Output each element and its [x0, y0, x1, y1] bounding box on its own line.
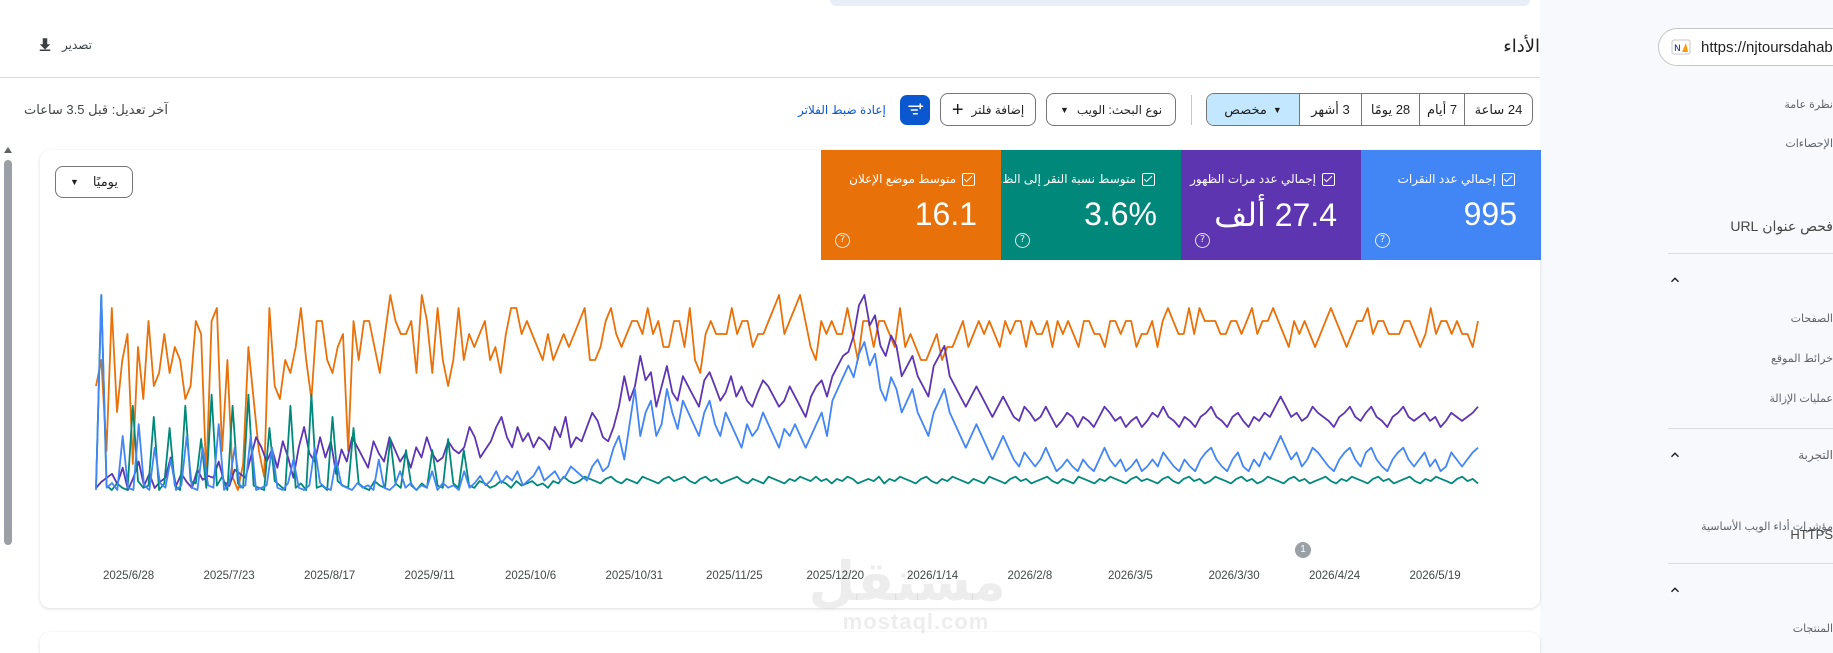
granularity-dropdown[interactable]: يوميًا ▼ [55, 166, 133, 198]
filter-settings-button[interactable] [900, 95, 930, 125]
metric-impressions-value: 27.4 ألف [1214, 197, 1337, 233]
search-bar-edge [830, 0, 1530, 6]
export-label: تصدير [62, 38, 93, 52]
date-range-custom[interactable]: ▼ مخصص [1207, 94, 1299, 125]
property-url: https://njtoursdahab.com [1701, 38, 1833, 56]
date-range-segmented-control: ▼ مخصص 3 أشهر 28 يومًا 7 أيام 24 ساعة [1206, 93, 1533, 126]
sidebar-item-core-web-vitals[interactable]: مؤشرات أداء الويب الأساسية [1701, 521, 1833, 533]
export-button[interactable]: تصدير [36, 32, 92, 58]
svg-text:N: N [1674, 44, 1681, 54]
sidebar-item-insights[interactable]: الإحصاءات [1785, 138, 1833, 150]
sidebar-divider [1668, 428, 1833, 429]
plus-icon: + [951, 98, 964, 121]
chart-series-line-1 [95, 294, 1479, 491]
chevron-up-icon[interactable] [1668, 273, 1682, 287]
checkbox-checked-icon[interactable] [1322, 172, 1335, 186]
x-axis-tick-label: 2025/10/6 [505, 570, 556, 582]
chevron-down-icon: ▼ [70, 177, 79, 187]
annotation-marker[interactable]: 1 [1295, 542, 1311, 558]
add-filter-label: إضافة فلتر [971, 102, 1025, 117]
metric-ctr-label-row: متوسط نسبة النقر إلى الظ... [992, 172, 1155, 186]
metric-card-impressions[interactable]: إجمالي عدد مرات الظهور 27.4 ألف ? [1181, 150, 1361, 260]
x-axis-tick-label: 2025/12/20 [807, 570, 865, 582]
date-range-28-days[interactable]: 28 يومًا [1361, 94, 1419, 125]
chart-series-line-0 [95, 294, 1479, 491]
performance-line-chart: 2025/6/28 2025/7/23 2025/8/17 2025/9/11 2025… [95, 294, 1479, 582]
scrollbar-thumb[interactable] [4, 160, 12, 545]
sidebar-item-url-inspection[interactable]: فحص عنوان URL [1730, 218, 1833, 234]
x-axis-tick-label: 2026/2/8 [1008, 570, 1053, 582]
x-axis-tick-label: 2025/9/11 [405, 570, 455, 582]
sidebar-item-sitemaps[interactable]: خرائط الموقع [1770, 353, 1833, 365]
checkbox-checked-icon[interactable] [962, 172, 975, 186]
metric-clicks-label-row: إجمالي عدد النقرات [1398, 172, 1515, 186]
chart-series-layer [95, 294, 1479, 491]
reset-filters-link[interactable]: إعادة ضبط الفلاتر [798, 103, 886, 117]
sidebar-divider [1668, 253, 1833, 254]
property-selector[interactable]: N https://njtoursdahab.com [1658, 28, 1833, 66]
chart-series-line-2 [95, 294, 1479, 491]
granularity-label: يوميًا [92, 174, 118, 189]
filter-divider [1191, 95, 1192, 125]
search-type-dropdown[interactable]: نوع البحث: الويب ▼ [1046, 93, 1176, 126]
help-icon[interactable]: ? [835, 233, 850, 248]
chart-series-line-3 [95, 294, 1479, 491]
x-axis-tick-label: 2026/1/14 [907, 570, 959, 582]
date-range-custom-label: مخصص [1224, 101, 1267, 117]
x-axis-tick-label: 2026/4/24 [1309, 570, 1361, 582]
last-updated-text: آخر تعديل: قبل 3.5 ساعات [24, 102, 168, 117]
metric-clicks-value: 995 [1463, 196, 1517, 232]
page-title: الأداء [1503, 36, 1540, 56]
sidebar-item-overview[interactable]: نظرة عامة [1784, 99, 1833, 111]
sidebar-divider [1668, 563, 1833, 564]
x-axis-tick-label: 2026/3/5 [1108, 570, 1153, 582]
x-axis-tick-label: 2025/11/25 [706, 570, 763, 582]
add-filter-button[interactable]: + إضافة فلتر [940, 93, 1036, 126]
metric-card-clicks[interactable]: إجمالي عدد النقرات 995 ? [1361, 150, 1541, 260]
sidebar-item-pages[interactable]: الصفحات [1790, 313, 1833, 325]
checkbox-checked-icon[interactable] [1142, 172, 1155, 186]
metric-impressions-label-row: إجمالي عدد مرات الظهور [1190, 172, 1335, 186]
chevron-up-icon[interactable] [1668, 583, 1682, 597]
metric-ctr-value: 3.6% [1084, 196, 1157, 232]
help-icon[interactable]: ? [1195, 233, 1210, 248]
sidebar-item-removals[interactable]: عمليات الإزالة [1769, 393, 1833, 405]
x-axis-tick-label: 2025/6/28 [103, 570, 154, 582]
x-axis-tick-label: 2025/7/23 [204, 570, 255, 582]
chevron-down-icon: ▼ [1272, 104, 1282, 115]
metric-card-position[interactable]: متوسط موضع الإعلان 16.1 ? [821, 150, 1001, 260]
navigation-sidebar [1640, 0, 1833, 653]
metric-clicks-label: إجمالي عدد النقرات [1397, 172, 1496, 186]
scroll-up-arrow-icon[interactable] [4, 147, 12, 153]
date-range-24-hours[interactable]: 24 ساعة [1464, 94, 1532, 125]
download-icon [39, 38, 51, 51]
date-range-3-months[interactable]: 3 أشهر [1299, 94, 1361, 125]
sidebar-item-https[interactable]: HTTPS [1790, 527, 1833, 542]
secondary-card [40, 632, 1540, 653]
x-axis-tick-label: 2025/10/31 [606, 570, 664, 582]
chevron-down-icon: ▼ [1059, 104, 1069, 115]
metric-position-label-row: متوسط موضع الإعلان [849, 172, 975, 186]
x-axis-tick-label: 2025/8/17 [304, 570, 355, 582]
chevron-up-icon[interactable] [1668, 448, 1682, 462]
metric-card-ctr[interactable]: متوسط نسبة النقر إلى الظ... 3.6% ? [992, 150, 1181, 260]
filter-list-icon [908, 103, 924, 115]
metric-position-label: متوسط موضع الإعلان [849, 172, 956, 186]
site-favicon-icon: N [1671, 37, 1691, 57]
help-icon[interactable]: ? [1015, 233, 1030, 248]
sidebar-section-experience[interactable]: التجربة [1798, 448, 1833, 462]
metric-impressions-label: إجمالي عدد مرات الظهور [1190, 172, 1316, 186]
metric-position-value: 16.1 [914, 196, 977, 232]
date-range-7-days[interactable]: 7 أيام [1419, 94, 1464, 125]
chart-x-axis-ticks: 2025/6/28 2025/7/23 2025/8/17 2025/9/11 2025… [103, 570, 1461, 582]
header-divider [0, 77, 1540, 78]
x-axis-tick-label: 2026/3/30 [1209, 570, 1260, 582]
sidebar-item-products[interactable]: المنتجات [1792, 623, 1833, 635]
x-axis-tick-label: 2026/5/19 [1410, 570, 1461, 582]
help-icon[interactable]: ? [1375, 233, 1390, 248]
search-type-label: نوع البحث: الويب [1076, 102, 1163, 117]
checkbox-checked-icon[interactable] [1502, 172, 1515, 186]
metric-ctr-label: متوسط نسبة النقر إلى الظ... [992, 172, 1136, 186]
